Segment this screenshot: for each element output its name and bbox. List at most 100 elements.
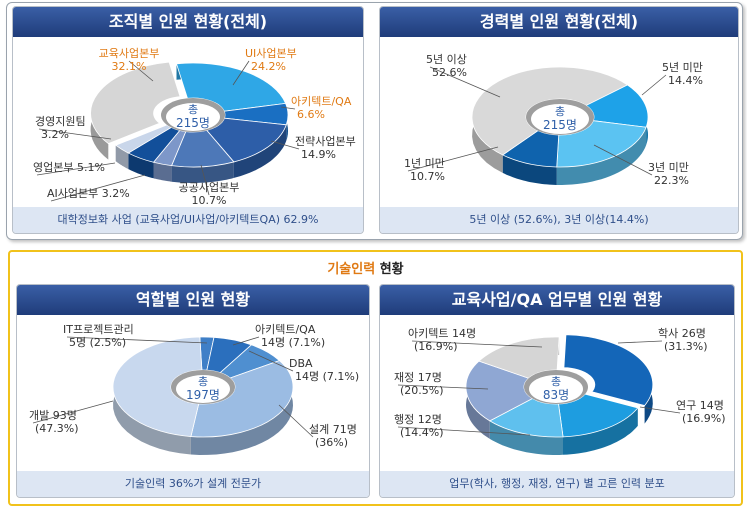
- slice-label-value: 10.7%: [192, 194, 227, 207]
- slice-label-value: (16.9%): [682, 412, 726, 425]
- slice-label-2: 아키텍트/QA6.6%: [280, 95, 352, 121]
- leader-line: [280, 106, 296, 110]
- leader-line: [232, 60, 250, 86]
- slice-label-value: 10.7%: [410, 170, 445, 183]
- center-total-label: 총: [555, 105, 565, 118]
- slice-label-value: 14.9%: [301, 148, 336, 161]
- leader-line: [278, 404, 314, 438]
- slice-8: [90, 61, 181, 145]
- slice-label-value: 14명 (7.1%): [261, 336, 325, 349]
- center-total-value: 215명: [543, 118, 577, 132]
- leader-line: [397, 426, 531, 436]
- leader-line: [411, 340, 543, 348]
- slice-side-3: [502, 154, 557, 185]
- leader-line: [200, 164, 210, 196]
- donut-hole: [176, 375, 230, 403]
- slice-label-5: 아키텍트 14명(16.9%): [408, 327, 543, 353]
- slice-label-value: (47.3%): [35, 422, 79, 435]
- slice-label-name: 경영지원팀: [35, 115, 86, 128]
- slice-1: [563, 334, 654, 407]
- leader-line: [429, 66, 501, 98]
- slice-label-name: 1년 미만: [404, 157, 445, 170]
- slice-label-5: 개발 93명(47.3%): [29, 400, 114, 435]
- slice-side-7: [115, 145, 129, 170]
- slice-label-name: 공공사업본부: [179, 181, 240, 194]
- leader-line: [270, 140, 300, 150]
- slice-label-name: 재정 17명: [394, 371, 442, 384]
- edu-qa-chart-card: 교육사업/QA 업무별 인원 현황 총 83명 학사 26명 (31.3%) 연구 14…: [379, 284, 735, 498]
- leader-line: [38, 128, 112, 140]
- center-total-label: 총: [188, 103, 198, 116]
- slice-label-name: UI사업본부: [245, 47, 297, 60]
- slice-label-name: 아키텍트/QA: [255, 323, 316, 336]
- slice-side-5: [153, 162, 172, 182]
- slice-label-value: 22.3%: [654, 174, 689, 187]
- org-chart-card: 조직별 인원 현황(전체) 총 215명 UI사업본부 24.2% 아키텍트/QA 6.6…: [12, 6, 364, 234]
- slice-label-value: 5명 (2.5%): [69, 336, 126, 349]
- slice-label-value: (36%): [315, 436, 348, 449]
- slice-label-value: 14.4%: [668, 74, 703, 87]
- slice-side-2: [556, 127, 647, 185]
- leader-line: [617, 340, 663, 344]
- slice-label-value: (31.3%): [664, 340, 708, 353]
- slice-label-name: AI사업본부 3.2%: [47, 187, 130, 200]
- leader-line: [128, 60, 154, 82]
- slice-label-value: 24.2%: [251, 60, 286, 73]
- chart-title: 조직별 인원 현황(전체): [13, 7, 363, 37]
- donut-hole: [531, 104, 589, 134]
- slice-label-4: 설계 71명(36%): [278, 404, 357, 449]
- leader-line: [232, 336, 260, 346]
- slice-label-6: 영업본부 5.1%: [33, 161, 116, 176]
- center-total-value: 83명: [543, 388, 569, 402]
- slice-label-name: 영업본부 5.1%: [33, 161, 105, 174]
- section-heading: 기술인력 현황: [0, 258, 731, 277]
- center-total-label: 총: [198, 375, 208, 388]
- top-section-frame: [6, 2, 743, 240]
- chart-caption: 5년 이상 (52.6%), 3년 이상(14.4%): [380, 207, 738, 233]
- slice-label-name: 교육사업본부: [99, 47, 160, 60]
- slice-label-value: 3.2%: [41, 128, 69, 141]
- slice-label-name: 전략사업본부: [295, 135, 356, 148]
- leader-line: [36, 162, 116, 176]
- leader-line: [641, 74, 667, 96]
- slice-label-name: 학사 26명: [658, 327, 706, 340]
- slice-label-value: (20.5%): [400, 384, 444, 397]
- slice-label-2: 연구 14명(16.9%): [639, 399, 726, 425]
- chart-title: 역할별 인원 현황: [17, 285, 369, 315]
- role-chart-card: 역할별 인원 현황 총 197명 IT프로젝트관리 5명 (2.5%) 아키텍트/QA 1…: [16, 284, 370, 498]
- leader-line: [407, 146, 499, 172]
- slice-label-value: 52.6%: [432, 66, 467, 79]
- slice-side-4: [190, 360, 293, 455]
- center-total-label: 총: [551, 375, 561, 388]
- tech-staff-section-frame: [8, 250, 743, 506]
- slice-label-value: 32.1%: [112, 60, 147, 73]
- slice-side-2: [563, 407, 638, 455]
- section-heading-highlight: 기술인력: [327, 262, 376, 277]
- slice-label-value: (16.9%): [414, 340, 458, 353]
- leader-line: [639, 406, 681, 414]
- slice-label-name: 행정 12명: [394, 413, 442, 426]
- slice-label-3: 행정 12명(14.4%): [394, 413, 531, 439]
- donut-hole: [529, 375, 583, 403]
- slice-label-name: 3년 미만: [648, 161, 689, 174]
- career-chart-card: 경력별 인원 현황(전체) 총 215명 5년 미만 14.4% 3년 미만 22.3% 1…: [379, 6, 739, 234]
- slice-label-1: 학사 26명(31.3%): [617, 327, 708, 353]
- slice-label-name: 설계 71명: [309, 423, 357, 436]
- slice-label-name: 아키텍트 14명: [408, 327, 476, 340]
- slice-label-name: IT프로젝트관리: [63, 323, 134, 336]
- section-heading-rest: 현황: [375, 262, 404, 277]
- slice-side-6: [128, 153, 154, 179]
- center-total-value: 197명: [186, 388, 220, 402]
- chart-title: 경력별 인원 현황(전체): [380, 7, 738, 37]
- chart-caption: 업무(학사, 행정, 재정, 연구) 별 고른 인력 분포: [380, 471, 734, 497]
